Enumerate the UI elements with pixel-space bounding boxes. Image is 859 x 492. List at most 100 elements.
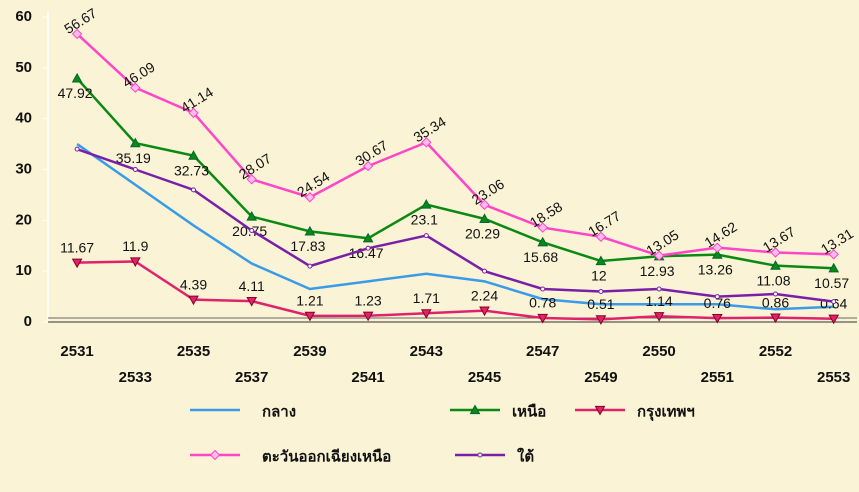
- marker: [129, 137, 141, 148]
- value-label: 56.67: [61, 5, 99, 37]
- marker: [653, 250, 665, 261]
- marker: [770, 247, 781, 258]
- value-label: 1.14: [645, 293, 672, 309]
- value-label: 1.71: [413, 290, 440, 306]
- value-label: 2.24: [471, 287, 498, 303]
- marker: [71, 28, 83, 40]
- value-label: 28.07: [236, 150, 274, 182]
- marker: [188, 295, 199, 306]
- value-label: 1.23: [354, 292, 381, 308]
- value-label: 11.08: [757, 272, 791, 288]
- marker: [828, 262, 840, 273]
- marker: [362, 232, 374, 243]
- marker: [540, 286, 546, 292]
- marker: [479, 213, 490, 223]
- marker: [304, 192, 316, 203]
- marker: [132, 167, 138, 172]
- marker: [828, 249, 839, 260]
- marker: [653, 312, 665, 322]
- marker: [595, 255, 607, 266]
- x-tick-label: 2537: [235, 369, 268, 386]
- legend-label: ตะวันออกเฉียงเหนือ: [262, 448, 391, 466]
- marker: [249, 228, 255, 233]
- marker: [712, 242, 723, 253]
- value-label: 4.11: [239, 278, 265, 294]
- value-label: 35.19: [116, 150, 151, 166]
- value-label: 18.58: [527, 198, 565, 230]
- marker: [469, 404, 481, 415]
- value-label: 0.78: [529, 295, 556, 311]
- value-label: 23.06: [469, 176, 507, 208]
- value-label: 10.57: [814, 275, 849, 291]
- marker: [714, 294, 720, 300]
- value-label: 15.68: [523, 249, 558, 265]
- x-tick-label: 2552: [759, 343, 792, 360]
- value-label: 47.92: [58, 85, 93, 101]
- line: [77, 260, 834, 321]
- value-label: 4.39: [180, 276, 207, 292]
- marker: [537, 236, 549, 247]
- value-label: 16.77: [585, 207, 623, 239]
- value-label: 20.29: [465, 226, 500, 242]
- marker: [365, 245, 371, 251]
- marker: [246, 174, 257, 185]
- marker: [307, 263, 313, 269]
- x-tick-label: 2549: [584, 369, 617, 386]
- marker: [246, 297, 258, 307]
- marker: [537, 313, 549, 324]
- x-tick-label: 2533: [119, 369, 152, 386]
- marker: [362, 160, 374, 172]
- line: [76, 77, 834, 270]
- marker: [188, 150, 199, 160]
- marker: [479, 199, 490, 210]
- marker: [831, 299, 837, 305]
- value-label: 32.73: [174, 162, 209, 178]
- marker: [828, 314, 840, 325]
- marker: [711, 249, 723, 259]
- marker: [477, 452, 483, 458]
- marker: [129, 257, 141, 268]
- x-tick-label: 2539: [293, 343, 326, 360]
- x-tick-label: 2547: [526, 343, 559, 360]
- value-label: 46.09: [120, 58, 158, 90]
- marker: [479, 306, 490, 317]
- marker: [246, 210, 258, 221]
- marker: [594, 405, 606, 416]
- value-label: 1.21: [296, 293, 323, 309]
- marker: [595, 231, 607, 242]
- value-label: 41.14: [178, 84, 216, 116]
- value-label: 13.67: [760, 223, 798, 255]
- value-label: 35.34: [411, 113, 449, 145]
- marker: [537, 222, 548, 233]
- x-tick-label: 2531: [60, 343, 93, 360]
- marker: [595, 315, 607, 325]
- x-tick-label: 2535: [177, 343, 210, 360]
- y-tick-label: 60: [15, 8, 32, 25]
- legend-label: ใต้: [517, 448, 534, 466]
- marker: [421, 137, 432, 148]
- x-tick-label: 2550: [642, 343, 675, 360]
- value-label: 13.26: [698, 261, 733, 277]
- legend-label: เหนือ: [512, 403, 546, 421]
- value-label: 0.51: [587, 296, 614, 312]
- value-label: 0.86: [762, 294, 789, 310]
- line: [76, 143, 834, 311]
- value-label: 14.62: [702, 218, 740, 250]
- marker: [71, 72, 83, 83]
- marker: [304, 311, 316, 322]
- marker: [598, 289, 604, 294]
- marker: [420, 309, 432, 319]
- legend-label: กลาง: [262, 403, 296, 421]
- marker: [770, 260, 781, 270]
- value-label: 23.1: [411, 211, 438, 227]
- marker: [209, 449, 221, 461]
- value-label: 12.93: [640, 263, 675, 279]
- y-tick-label: 40: [15, 110, 32, 127]
- x-tick-label: 2551: [701, 369, 734, 386]
- x-tick-label: 2553: [817, 369, 850, 386]
- value-label: 0.76: [704, 295, 731, 311]
- x-tick-label: 2543: [410, 343, 443, 360]
- y-tick-label: 20: [15, 211, 32, 228]
- marker: [191, 187, 196, 193]
